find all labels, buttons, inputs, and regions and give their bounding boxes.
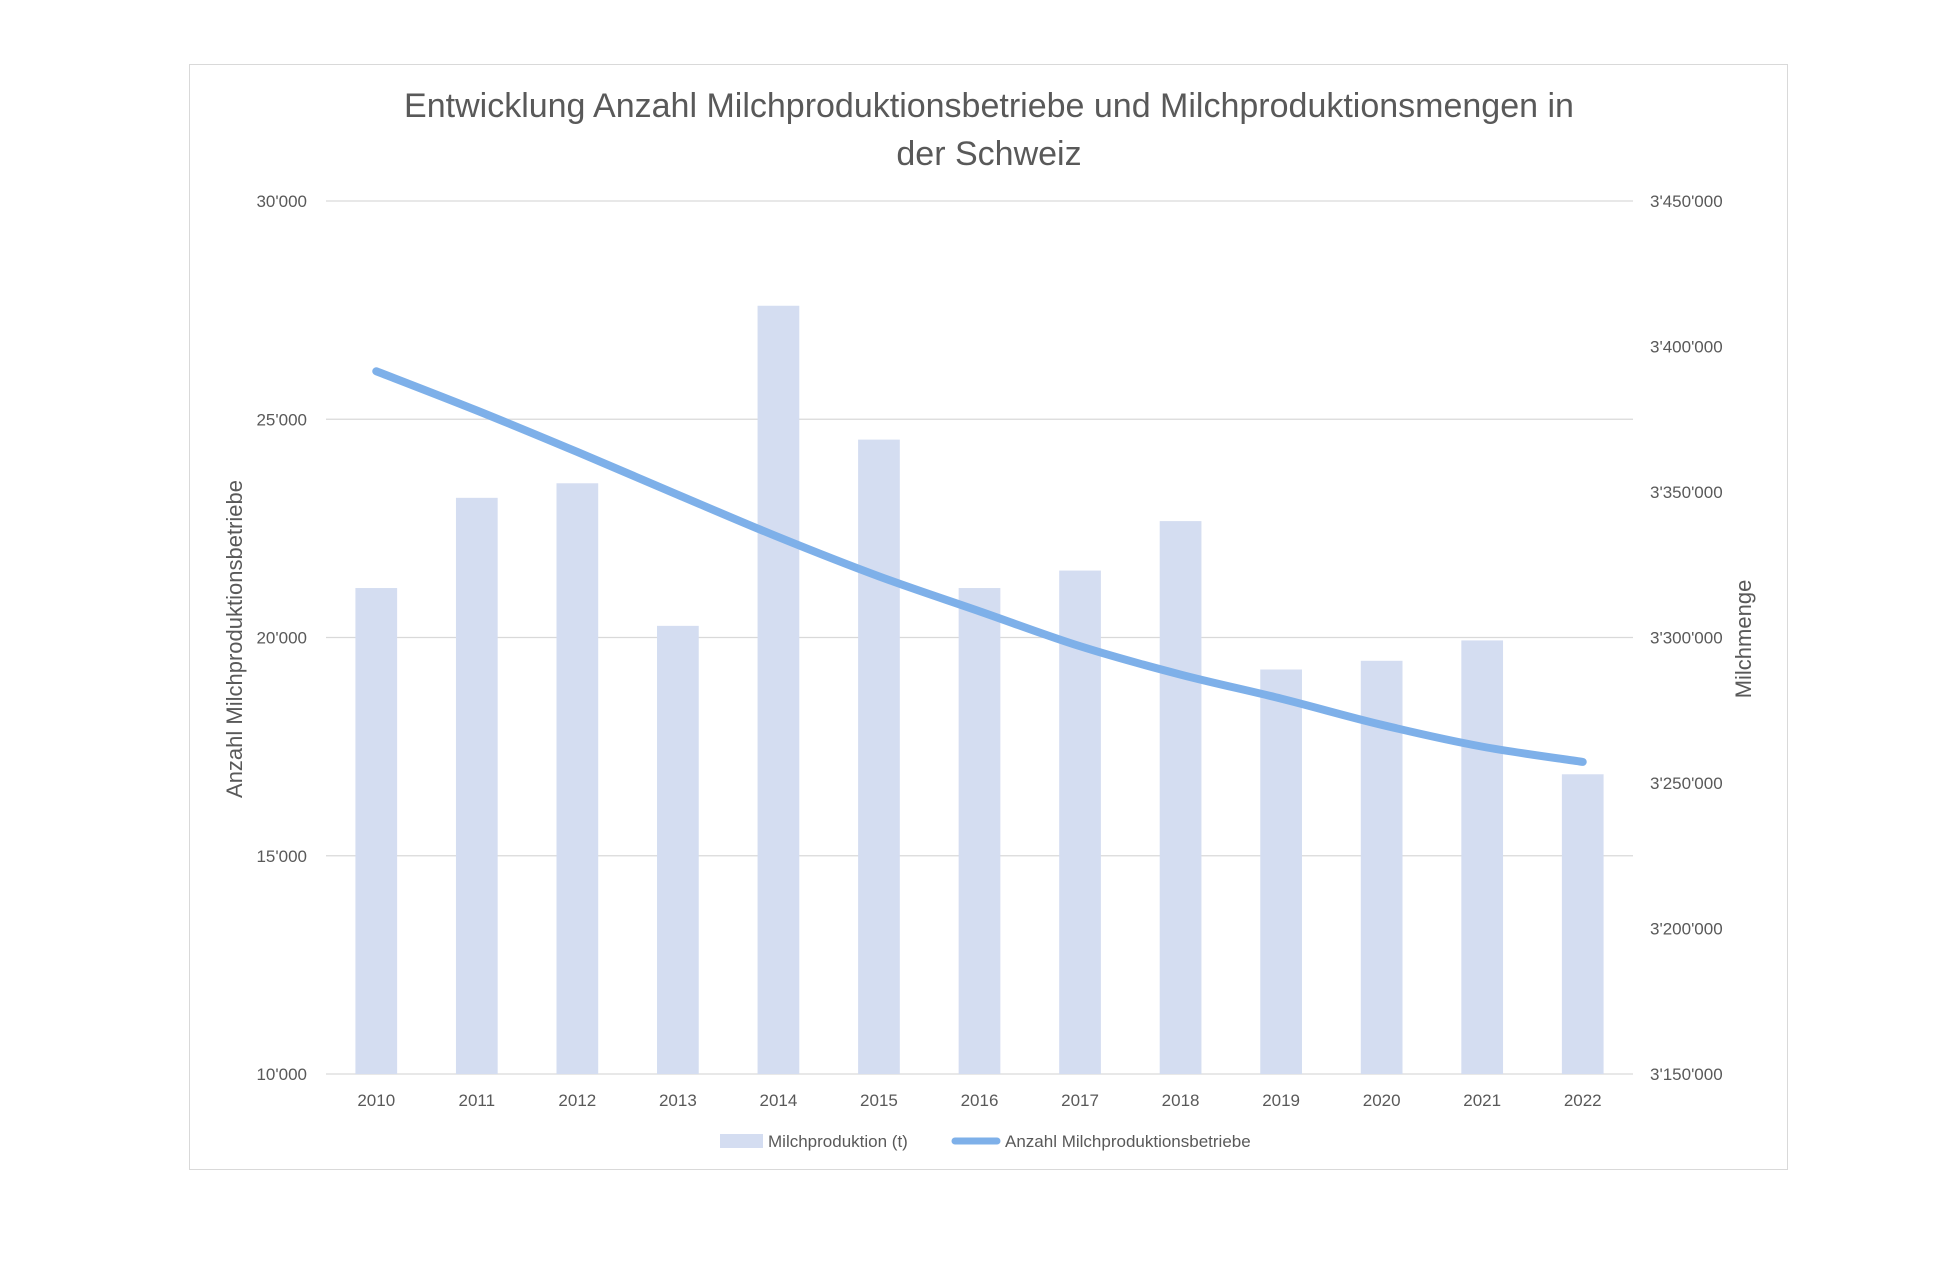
right-tick-label: 3'450'000 — [1650, 192, 1723, 211]
chart-title-line-1: Entwicklung Anzahl Milchproduktionsbetri… — [404, 87, 1574, 125]
left-tick-label: 20'000 — [256, 629, 307, 648]
bar-2016 — [958, 588, 1001, 1074]
right-axis-ticks: 3'150'000 3'200'000 3'250'000 3'300'000 3'35… — [1650, 192, 1723, 1084]
bar-series — [355, 305, 1604, 1074]
x-tick-label: 2014 — [760, 1091, 798, 1110]
legend: Milchproduktion (t) Anzahl Milchprodukti… — [720, 1132, 1251, 1151]
right-tick-label: 3'200'000 — [1650, 920, 1723, 939]
line-series — [372, 367, 1587, 766]
x-tick-label: 2010 — [357, 1091, 395, 1110]
x-tick-label: 2012 — [558, 1091, 596, 1110]
y-axis-right-title: Milchmenge — [1731, 580, 1756, 699]
right-tick-label: 3'350'000 — [1650, 483, 1723, 502]
line-anzahl-milchproduktionsbetriebe — [372, 367, 1587, 766]
y-axis-left-title: Anzahl Milchproduktionsbetriebe — [222, 480, 247, 798]
x-tick-label: 2019 — [1262, 1091, 1300, 1110]
bar-2014 — [757, 305, 800, 1074]
bar-2015 — [858, 439, 900, 1074]
x-tick-label: 2021 — [1463, 1091, 1501, 1110]
x-axis-ticks: 2010 2011 2012 2013 2014 2015 2016 2017 2018 2019… — [357, 1091, 1601, 1110]
bar-2012 — [556, 483, 599, 1074]
right-tick-label: 3'300'000 — [1650, 629, 1723, 648]
left-tick-label: 10'000 — [256, 1065, 307, 1084]
right-tick-label: 3'400'000 — [1650, 338, 1723, 357]
left-tick-label: 30'000 — [256, 192, 307, 211]
x-tick-label: 2016 — [961, 1091, 999, 1110]
chart-title-line-2: der Schweiz — [896, 135, 1081, 173]
bar-2018 — [1159, 521, 1202, 1074]
chart-frame: Entwicklung Anzahl Milchproduktionsbetri… — [189, 64, 1788, 1170]
bar-2010 — [355, 588, 398, 1074]
legend-label-bars: Milchproduktion (t) — [768, 1132, 908, 1151]
legend-swatch-bars — [720, 1134, 763, 1148]
x-tick-label: 2018 — [1162, 1091, 1200, 1110]
legend-label-line: Anzahl Milchproduktionsbetriebe — [1005, 1132, 1251, 1151]
bar-2019 — [1260, 669, 1302, 1074]
left-axis-ticks: 10'000 15'000 20'000 25'000 30'000 — [256, 192, 307, 1084]
right-tick-label: 3'150'000 — [1650, 1065, 1723, 1084]
x-tick-label: 2011 — [459, 1091, 496, 1110]
left-tick-label: 15'000 — [256, 847, 307, 866]
bar-2021 — [1461, 640, 1504, 1074]
chart-canvas: Entwicklung Anzahl Milchproduktionsbetri… — [222, 87, 1756, 1151]
x-tick-label: 2015 — [860, 1091, 898, 1110]
x-tick-label: 2020 — [1363, 1091, 1401, 1110]
bar-2013 — [657, 625, 699, 1074]
bar-2022 — [1561, 774, 1604, 1074]
left-tick-label: 25'000 — [256, 410, 307, 429]
x-tick-label: 2017 — [1061, 1091, 1099, 1110]
right-tick-label: 3'250'000 — [1650, 774, 1723, 793]
bar-2011 — [455, 497, 498, 1074]
x-tick-label: 2022 — [1564, 1091, 1602, 1110]
x-tick-label: 2013 — [659, 1091, 697, 1110]
